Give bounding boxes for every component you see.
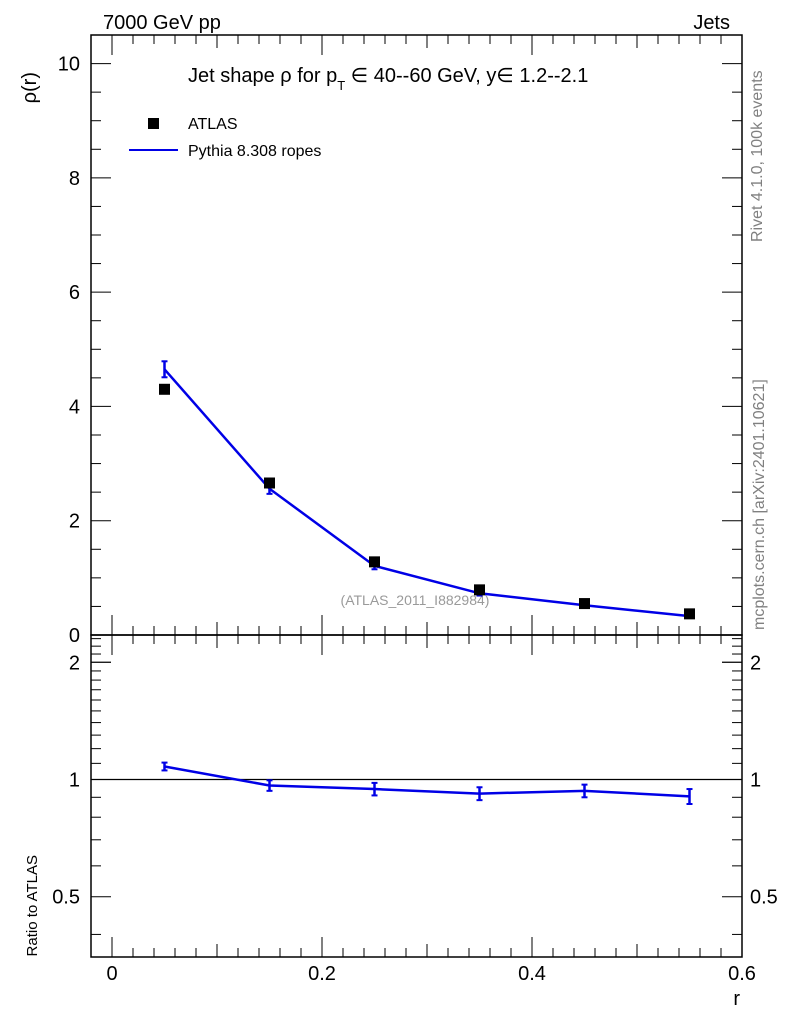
atlas-data-point: [369, 556, 380, 568]
ratio-pythia-line: [164, 765, 690, 798]
main-ytick-label: 4: [69, 396, 80, 418]
legend-atlas-marker: [148, 118, 159, 129]
main-ylabel: ρ(r): [19, 72, 41, 103]
atlas-data-point: [579, 598, 590, 610]
ratio-xtick-label: 0.6: [728, 963, 756, 985]
ratio-ytick-label-right: 0.5: [750, 887, 778, 909]
analysis-watermark: (ATLAS_2011_I882984): [341, 592, 490, 608]
ratio-ytick-label-left: 0.5: [52, 887, 80, 909]
ratio-xtick-label: 0.4: [518, 963, 546, 985]
rivet-info-label: Rivet 4.1.0, 100k events: [749, 70, 766, 242]
atlas-data-point: [684, 608, 695, 620]
ratio-ytick-label-left: 2: [69, 652, 80, 674]
ratio-data-layer: [91, 761, 742, 806]
main-ytick-label: 0: [69, 625, 80, 647]
ratio-axis-ticks: 0.5 0.5 1 1 2 2 0 0.2 0.4 0.6: [52, 635, 778, 985]
category-label: Jets: [693, 12, 730, 34]
atlas-data-point: [264, 477, 275, 489]
main-plot-title: Jet shape ρ for pT ∈ 40--60 GeV, y∈ 1.2-…: [188, 65, 588, 93]
ratio-plot-frame: [90, 634, 743, 958]
ratio-ytick-label-right: 2: [750, 652, 761, 674]
ratio-ytick-label-left: 1: [69, 769, 80, 791]
mcplots-info-label: mcplots.cern.ch [arXiv:2401.10621]: [751, 379, 768, 630]
ratio-ylabel: Ratio to ATLAS: [24, 855, 41, 956]
main-ytick-label: 2: [69, 511, 80, 533]
ratio-xtick-label: 0.2: [308, 963, 336, 985]
main-ytick-label: 8: [69, 168, 80, 190]
ratio-ytick-label-right: 1: [750, 769, 761, 791]
atlas-data-point: [159, 383, 170, 395]
atlas-data-point: [474, 584, 485, 596]
main-axis-ticks: 0 2 4 6 8 10: [58, 34, 743, 647]
legend: ATLAS Pythia 8.308 ropes: [129, 116, 321, 160]
main-ytick-label: 6: [69, 282, 80, 304]
ratio-xtick-label: 0: [106, 963, 117, 985]
pythia-line: [163, 368, 690, 618]
main-data-layer: [159, 360, 695, 620]
energy-label: 7000 GeV pp: [103, 12, 221, 34]
legend-pythia-label: Pythia 8.308 ropes: [188, 143, 321, 160]
main-ytick-label: 10: [58, 54, 80, 76]
ratio-xlabel: r: [733, 988, 740, 1010]
legend-atlas-label: ATLAS: [188, 116, 238, 133]
